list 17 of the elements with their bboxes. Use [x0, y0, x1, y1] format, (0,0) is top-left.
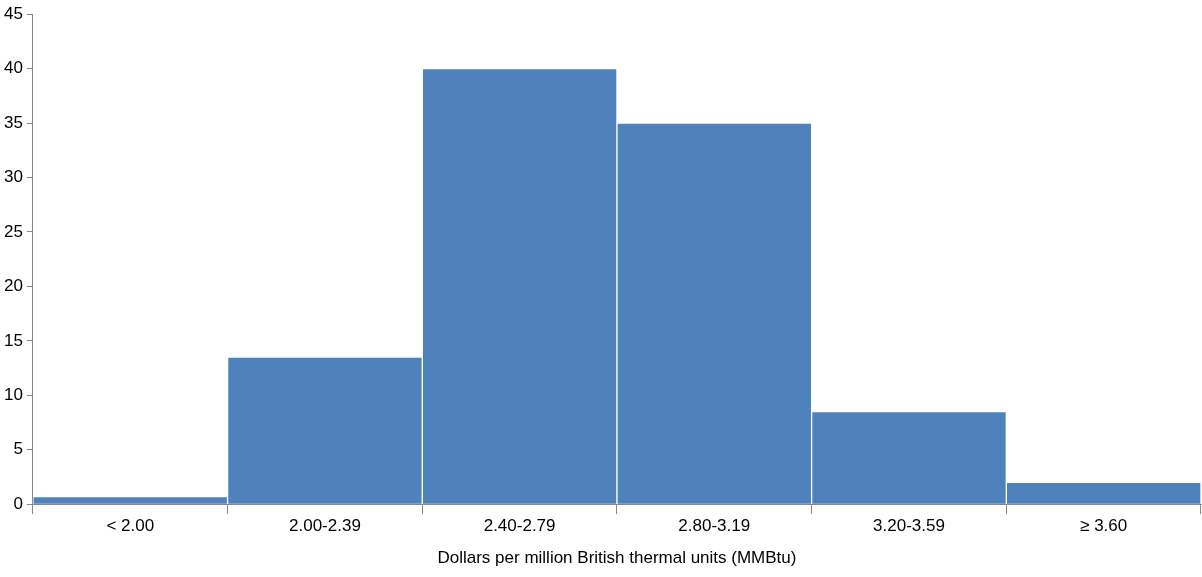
y-tick-label: 5 [13, 439, 23, 459]
y-tick-label: 45 [3, 3, 23, 23]
y-tick-label: 10 [3, 385, 23, 404]
y-tick-label: 0 [13, 493, 23, 513]
x-tick-label: 2.40-2.79 [483, 516, 556, 536]
x-tick-label: 2.80-3.19 [678, 516, 751, 536]
x-tick-label: < 2.00 [106, 516, 155, 536]
x-axis-title: Dollars per million British thermal units (MMBtu) [437, 548, 797, 568]
x-tick-label: ≥ 3.60 [1080, 516, 1128, 536]
x-tick-label: 3.20-3.59 [873, 516, 945, 536]
y-tick-label: 30 [3, 167, 23, 187]
y-tick-label: 20 [3, 276, 23, 296]
x-tick-label: 2.00-2.39 [289, 516, 361, 536]
y-tick-label: 25 [3, 221, 23, 241]
y-tick-label: 15 [3, 330, 23, 350]
y-tick-label: 40 [3, 58, 23, 78]
y-tick-label: 35 [3, 112, 23, 132]
